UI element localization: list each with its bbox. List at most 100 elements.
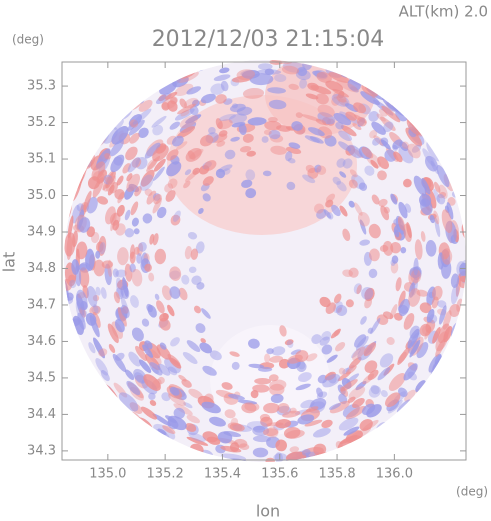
- radar-field: [64, 60, 466, 462]
- echo-cell: [146, 190, 157, 205]
- echo-cell: [76, 289, 88, 311]
- echo-cell: [295, 383, 311, 391]
- echo-cell: [388, 373, 406, 391]
- title: 2012/12/03 21:15:04: [152, 27, 385, 52]
- echo-cell: [398, 201, 408, 219]
- echo-cell: [269, 379, 287, 391]
- echo-cell: [78, 267, 90, 288]
- echo-cell: [117, 247, 129, 266]
- echo-cell: [345, 405, 366, 420]
- plot-frame: [61, 61, 467, 461]
- echo-cell: [138, 242, 147, 252]
- echo-cell: [352, 397, 365, 409]
- echo-cell: [380, 116, 396, 131]
- echo-cell: [312, 427, 331, 438]
- echo-cell: [201, 308, 211, 319]
- echo-cell: [109, 212, 121, 226]
- echo-cell: [83, 190, 92, 211]
- echo-cell: [183, 180, 191, 189]
- echo-cell: [127, 156, 141, 173]
- echo-cell: [167, 178, 178, 189]
- echo-cell: [359, 419, 373, 431]
- echo-cell: [89, 314, 100, 338]
- echo-cell: [331, 204, 341, 217]
- echo-cell: [69, 279, 77, 289]
- echo-cell: [115, 223, 126, 236]
- echo-cell: [138, 127, 149, 138]
- echo-cell: [258, 63, 273, 71]
- echo-cell: [304, 135, 321, 143]
- echo-cell: [161, 285, 172, 301]
- echo-cell: [173, 407, 186, 419]
- echo-cell: [124, 209, 131, 221]
- echo-cell: [93, 304, 99, 314]
- echo-cell: [397, 304, 409, 314]
- echo-cell: [100, 287, 107, 299]
- echo-cell: [397, 346, 411, 365]
- echo-cell: [118, 392, 139, 412]
- echo-cell: [361, 146, 374, 159]
- echo-cell: [300, 399, 315, 409]
- echo-cell: [413, 257, 419, 276]
- echo-cell: [228, 394, 245, 400]
- echo-cell: [361, 287, 374, 300]
- echo-cell: [217, 119, 233, 130]
- echo-cell: [415, 380, 426, 393]
- echo-cell: [305, 353, 318, 362]
- echo-cell: [130, 201, 139, 216]
- y-tick-label: 34.6: [27, 334, 56, 349]
- echo-cell: [377, 170, 387, 181]
- echo-cell: [162, 425, 176, 434]
- echo-cell: [333, 293, 342, 304]
- echo-cell: [432, 326, 441, 344]
- echo-cell: [96, 196, 109, 205]
- echo-cell: [302, 174, 316, 184]
- echo-cell: [199, 342, 213, 354]
- echo-cell: [419, 193, 432, 207]
- echo-cell: [416, 342, 429, 359]
- echo-cell: [433, 210, 440, 225]
- echo-cell: [262, 170, 272, 177]
- echo-cell: [428, 314, 438, 324]
- echo-cell: [172, 135, 184, 147]
- echo-cell: [308, 127, 325, 137]
- echo-cell: [200, 93, 216, 104]
- echo-cell: [278, 358, 290, 369]
- echo-cell: [99, 242, 106, 255]
- echo-cell: [315, 118, 327, 125]
- echo-cell: [252, 447, 269, 458]
- echo-cell: [325, 80, 344, 92]
- echo-cell: [252, 435, 271, 443]
- echo-cell: [379, 353, 394, 368]
- echo-cell: [336, 158, 346, 168]
- echo-cell: [377, 367, 391, 381]
- echo-cell: [237, 399, 258, 405]
- echo-cell: [202, 365, 217, 376]
- echo-cell: [263, 428, 279, 437]
- echo-cell: [281, 65, 300, 75]
- echo-cell: [133, 246, 140, 255]
- echo-cell: [186, 414, 200, 424]
- echo-cell: [107, 323, 119, 344]
- echo-cell: [176, 141, 188, 150]
- echo-cell: [400, 247, 407, 254]
- echo-cell: [170, 214, 181, 226]
- echo-cell: [403, 178, 412, 188]
- echo-cell: [229, 351, 240, 357]
- echo-cell: [224, 149, 236, 160]
- echo-cell: [338, 130, 352, 142]
- echo-cell: [95, 250, 101, 259]
- echo-cell: [167, 415, 187, 431]
- echo-cell: [362, 373, 375, 385]
- echo-cell: [414, 239, 423, 260]
- echo-cell: [181, 379, 192, 388]
- echo-cell: [82, 310, 88, 317]
- echo-cell: [117, 306, 127, 327]
- echo-cell: [345, 299, 354, 308]
- echo-cell: [264, 120, 282, 131]
- echo-cell: [254, 377, 271, 385]
- echo-cell: [98, 235, 107, 256]
- echo-cell: [313, 203, 325, 214]
- echo-cell: [193, 305, 202, 314]
- echo-cell: [179, 115, 198, 129]
